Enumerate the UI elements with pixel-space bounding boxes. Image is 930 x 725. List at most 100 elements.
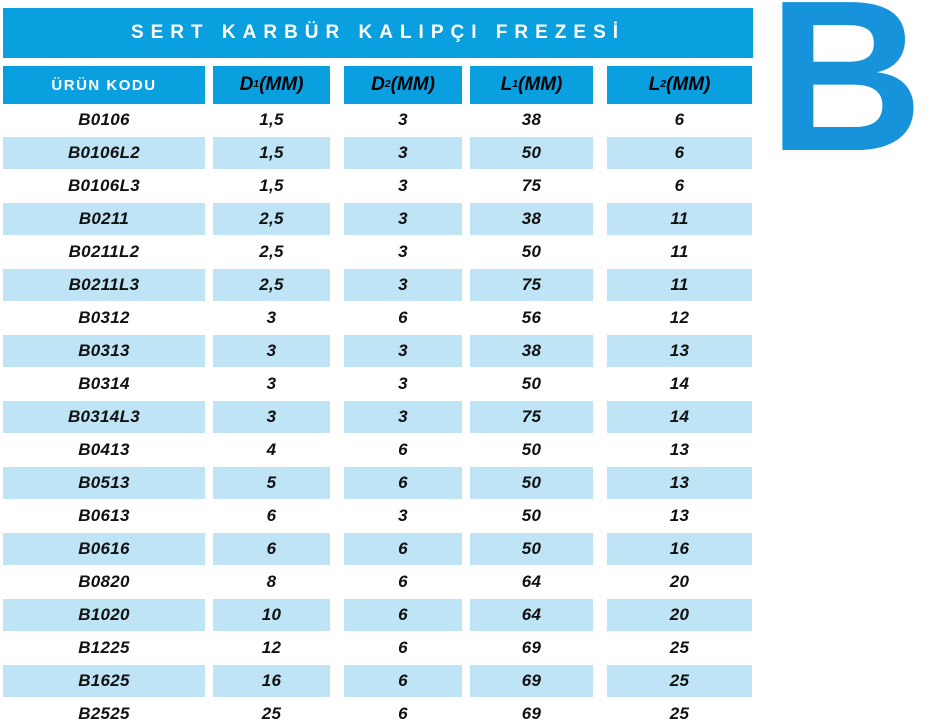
l1-value-cell: 50 [521, 440, 542, 459]
l1-value-cell: 56 [521, 308, 542, 327]
column-header-base: D [239, 74, 254, 95]
d2-value-cell: 6 [344, 665, 462, 697]
product-code-cell: B2525 [78, 704, 130, 723]
d1-value-cell: 1,5 [213, 137, 330, 169]
table-row: B0513 5 6 50 13 [3, 467, 752, 499]
table-row: B0106L3 1,5 3 75 6 [3, 170, 752, 202]
product-code-cell: B0211 [3, 203, 205, 235]
d2-value-cell: 3 [344, 203, 462, 235]
column-header-d2: D 2 (MM) [344, 66, 462, 104]
table-row: B0106 1,5 3 38 6 [3, 104, 752, 136]
column-header-d1: D 1 (MM) [213, 66, 330, 104]
product-code-cell: B0211L2 [68, 242, 140, 261]
l1-value-cell: 64 [521, 572, 542, 591]
page-title: SERT KARBÜR KALIPÇI FREZESİ [130, 22, 626, 43]
d1-value-cell: 8 [266, 572, 277, 591]
table-row: B0211L3 2,5 3 75 11 [3, 269, 752, 301]
d1-value-cell: 2,5 [259, 242, 284, 261]
l2-value-cell: 16 [607, 533, 752, 565]
d1-value-cell: 2,5 [213, 269, 330, 301]
column-header-l1: L 1 (MM) [470, 66, 593, 104]
product-code-cell: B1625 [3, 665, 205, 697]
l2-value-cell: 20 [669, 572, 690, 591]
table-row: B1225 12 6 69 25 [3, 632, 752, 664]
table-row: B0312 3 6 56 12 [3, 302, 752, 334]
d2-value-cell: 3 [344, 137, 462, 169]
table-row: B0313 3 3 38 13 [3, 335, 752, 367]
l2-value-cell: 11 [607, 269, 752, 301]
table-row: B0616 6 6 50 16 [3, 533, 752, 565]
l2-value-cell: 6 [674, 110, 685, 129]
product-code-cell: B0312 [78, 308, 130, 327]
l1-value-cell: 50 [521, 242, 542, 261]
l2-value-cell: 13 [669, 440, 690, 459]
table-row: B0106L2 1,5 3 50 6 [3, 137, 752, 169]
product-code-cell: B0314L3 [3, 401, 205, 433]
d1-value-cell: 3 [213, 401, 330, 433]
d1-value-cell: 10 [213, 599, 330, 631]
d1-value-cell: 1,5 [259, 176, 284, 195]
product-code-cell: B0820 [78, 572, 130, 591]
d2-value-cell: 6 [398, 638, 408, 657]
d1-value-cell: 5 [213, 467, 330, 499]
d1-value-cell: 25 [261, 704, 282, 723]
l2-value-cell: 25 [669, 638, 690, 657]
l2-value-cell: 25 [669, 704, 690, 723]
l2-value-cell: 6 [607, 137, 752, 169]
d1-value-cell: 6 [266, 506, 277, 525]
page-title-bar: SERT KARBÜR KALIPÇI FREZESİ [3, 8, 753, 58]
d2-value-cell: 3 [398, 374, 408, 393]
product-code-cell: B0413 [78, 440, 130, 459]
l1-value-cell: 69 [521, 638, 542, 657]
l1-value-cell: 50 [470, 137, 593, 169]
l1-value-cell: 50 [470, 467, 593, 499]
d1-value-cell: 1,5 [259, 110, 284, 129]
table-row: B0413 4 6 50 13 [3, 434, 752, 466]
d2-value-cell: 6 [398, 440, 408, 459]
section-letter: B [768, 0, 924, 196]
product-code-cell: B0106L2 [3, 137, 205, 169]
column-header-base: D [371, 74, 385, 95]
d2-value-cell: 3 [398, 176, 408, 195]
l1-value-cell: 38 [470, 203, 593, 235]
d2-value-cell: 6 [344, 599, 462, 631]
d1-value-cell: 12 [261, 638, 282, 657]
d1-value-cell: 4 [266, 440, 277, 459]
l2-value-cell: 12 [669, 308, 690, 327]
table-body: B0106 1,5 3 38 6 B0106L2 1,5 3 50 6 B010… [3, 104, 752, 725]
product-code-cell: B0314 [78, 374, 130, 393]
d2-value-cell: 3 [344, 401, 462, 433]
column-header-unit: (MM) [259, 74, 304, 95]
d2-value-cell: 6 [398, 308, 408, 327]
l2-value-cell: 11 [607, 203, 752, 235]
table-row: B2525 25 6 69 25 [3, 698, 752, 725]
table-row: B0314 3 3 50 14 [3, 368, 752, 400]
l2-value-cell: 6 [674, 176, 685, 195]
d2-value-cell: 6 [344, 467, 462, 499]
column-header-base: L [500, 74, 513, 95]
d1-value-cell: 6 [213, 533, 330, 565]
column-header-unit: (MM) [666, 74, 711, 95]
column-header-l2: L 2 (MM) [607, 66, 752, 104]
l1-value-cell: 69 [521, 704, 542, 723]
table-row: B0613 6 3 50 13 [3, 500, 752, 532]
d1-value-cell: 3 [266, 374, 277, 393]
l1-value-cell: 50 [521, 374, 542, 393]
column-header-urun-kodu: ÜRÜN KODU [3, 66, 205, 104]
table-row: B0211L2 2,5 3 50 11 [3, 236, 752, 268]
product-table: ÜRÜN KODU D 1 (MM) D 2 (MM) L 1 (MM) L 2 (MM) B0… [3, 66, 752, 725]
l1-value-cell: 38 [470, 335, 593, 367]
table-header-row: ÜRÜN KODU D 1 (MM) D 2 (MM) L 1 (MM) L 2 (MM) [3, 66, 752, 104]
d2-value-cell: 6 [398, 704, 408, 723]
product-code-cell: B1020 [3, 599, 205, 631]
l2-value-cell: 14 [607, 401, 752, 433]
l2-value-cell: 11 [670, 242, 689, 261]
product-code-cell: B0106L3 [67, 176, 141, 195]
l1-value-cell: 50 [521, 506, 542, 525]
product-code-cell: B0211L3 [3, 269, 205, 301]
d2-value-cell: 3 [344, 335, 462, 367]
l1-value-cell: 50 [470, 533, 593, 565]
l2-value-cell: 14 [669, 374, 690, 393]
table-row: B0820 8 6 64 20 [3, 566, 752, 598]
